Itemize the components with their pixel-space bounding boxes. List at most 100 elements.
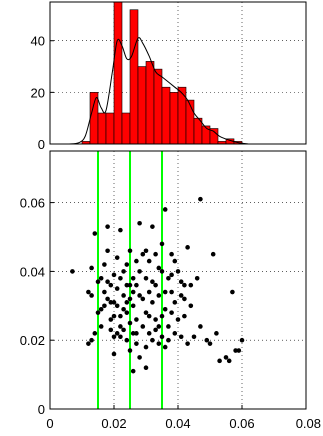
scatter-point xyxy=(150,337,155,343)
scatter-point xyxy=(143,310,149,315)
scatter-point xyxy=(137,269,142,274)
scatter-point xyxy=(156,265,162,271)
scatter-point xyxy=(130,303,136,309)
histogram-bar xyxy=(161,86,171,145)
scatter-point xyxy=(118,324,123,329)
scatter-point xyxy=(150,300,155,305)
scatter-point xyxy=(92,231,98,236)
scatter-point xyxy=(191,334,197,340)
histogram-y-ticks: 0 20 40 xyxy=(31,34,54,152)
scatter-point xyxy=(204,337,210,343)
scatter-point xyxy=(172,258,178,264)
scatter-point xyxy=(121,269,126,274)
scatter-point xyxy=(105,279,110,285)
scatter-point xyxy=(140,324,146,329)
scatter-point xyxy=(178,334,184,340)
scatter-point xyxy=(108,300,114,305)
scatter-point xyxy=(98,324,104,329)
histogram-bar xyxy=(113,1,123,145)
scatter-point xyxy=(159,334,165,340)
scatter-point xyxy=(130,368,136,374)
scatter-x-tick-label: 0.02 xyxy=(101,416,126,431)
scatter-point xyxy=(124,300,130,305)
scatter-point xyxy=(70,269,75,274)
scatter-point xyxy=(134,341,139,346)
scatter-point xyxy=(169,251,174,257)
scatter-point xyxy=(172,331,178,336)
scatter-point xyxy=(198,196,203,202)
scatter-point xyxy=(162,289,168,295)
scatter-point xyxy=(143,248,149,254)
scatter-point xyxy=(217,358,222,364)
scatter-point xyxy=(111,313,117,319)
scatter-point xyxy=(207,341,213,346)
scatter-point xyxy=(111,351,117,357)
scatter-point xyxy=(230,289,235,295)
scatter-point xyxy=(140,296,146,302)
scatter-point xyxy=(127,282,133,288)
scatter-point xyxy=(127,248,133,254)
histogram-panel: 0 20 40 xyxy=(31,1,307,152)
scatter-point xyxy=(188,282,194,288)
scatter-point xyxy=(146,258,152,264)
scatter-point xyxy=(198,324,203,329)
scatter-point xyxy=(146,289,152,295)
scatter-point xyxy=(124,282,130,288)
scatter-point xyxy=(159,313,165,319)
scatter-point xyxy=(89,337,94,343)
scatter-point xyxy=(105,224,110,229)
scatter-point xyxy=(146,331,152,336)
scatter-point xyxy=(108,317,114,322)
scatter-point xyxy=(127,348,133,353)
scatter-points xyxy=(70,196,245,374)
scatter-point xyxy=(169,289,174,295)
scatter-point xyxy=(121,306,126,312)
scatter-point xyxy=(111,300,117,305)
scatter-point xyxy=(124,337,130,343)
scatter-point xyxy=(102,289,107,295)
scatter-point xyxy=(114,303,120,309)
scatter-point xyxy=(134,317,139,322)
scatter-point xyxy=(137,355,142,360)
scatter-x-tick-label: 0 xyxy=(46,416,53,431)
scatter-point xyxy=(114,331,120,336)
scatter-point xyxy=(143,365,149,371)
scatter-point xyxy=(118,275,123,281)
scatter-point xyxy=(236,348,242,353)
scatter-point xyxy=(102,262,107,267)
scatter-axes-box xyxy=(49,150,307,410)
histogram-bar xyxy=(169,92,179,145)
scatter-point xyxy=(127,320,133,326)
scatter-y-tick-label: 0.04 xyxy=(20,264,45,279)
scatter-point xyxy=(105,296,110,302)
scatter-y-tick-label: 0.02 xyxy=(20,333,45,348)
scatter-point xyxy=(111,334,117,340)
scatter-point xyxy=(108,327,114,333)
scatter-point xyxy=(153,251,158,257)
scatter-point xyxy=(98,275,104,281)
scatter-point xyxy=(156,324,162,329)
scatter-point xyxy=(239,337,245,343)
histogram-bar xyxy=(201,125,211,145)
scatter-x-ticks: 0 0.02 0.04 0.06 0.08 xyxy=(46,405,321,431)
histogram-axes-box xyxy=(49,1,307,145)
scatter-point xyxy=(130,289,136,295)
histogram-bar xyxy=(209,128,219,145)
scatter-y-tick-label: 0.06 xyxy=(20,196,45,211)
scatter-y-tick-label: 0 xyxy=(38,402,45,417)
scatter-point xyxy=(130,331,136,336)
scatter-point xyxy=(153,282,158,288)
scatter-point xyxy=(156,293,162,298)
scatter-point xyxy=(86,341,91,346)
histogram-y-tick-label: 0 xyxy=(38,137,45,152)
scatter-point xyxy=(182,296,187,302)
scatter-point xyxy=(150,224,155,229)
histogram-bar xyxy=(105,112,115,145)
scatter-point xyxy=(169,310,174,315)
scatter-point xyxy=(111,272,117,278)
histogram-y-tick-label: 20 xyxy=(31,85,45,100)
scatter-x-tick-label: 0.06 xyxy=(229,416,254,431)
scatter-point xyxy=(226,358,232,364)
histogram-bar xyxy=(97,112,107,145)
scatter-point xyxy=(89,293,94,298)
